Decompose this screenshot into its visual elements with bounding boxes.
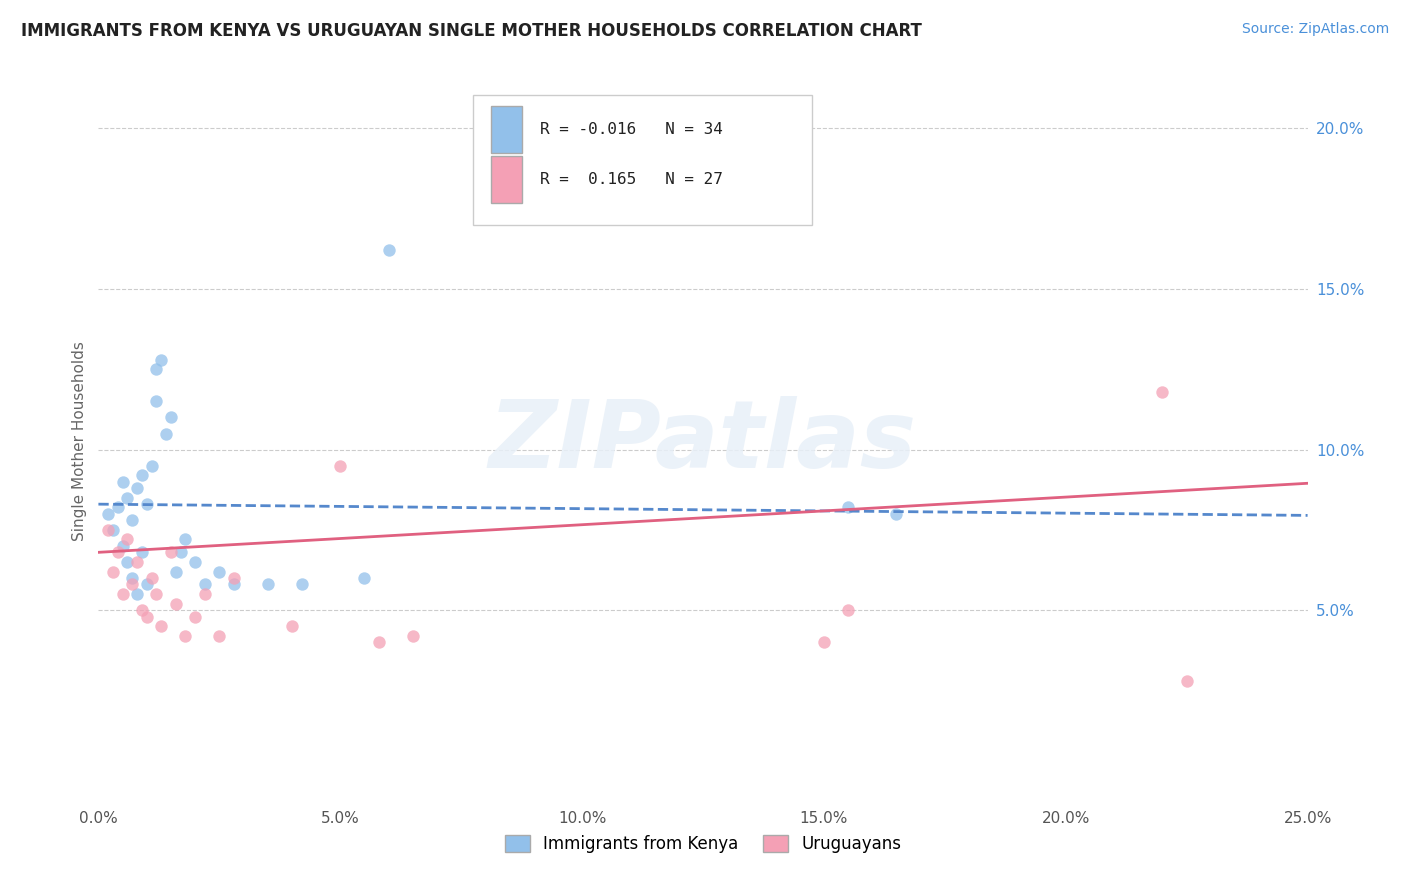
Point — [1175, 673, 1198, 688]
Point — [127, 481, 149, 495]
Y-axis label: Single Mother Households: Single Mother Households — [72, 342, 87, 541]
Text: Source: ZipAtlas.com: Source: ZipAtlas.com — [1241, 22, 1389, 37]
Point — [256, 577, 278, 591]
Point — [150, 619, 173, 633]
Point — [886, 507, 908, 521]
Point — [145, 587, 167, 601]
Point — [107, 545, 129, 559]
Point — [281, 619, 304, 633]
Point — [160, 410, 183, 425]
Point — [169, 545, 191, 559]
Point — [111, 539, 134, 553]
Point — [141, 458, 163, 473]
Point — [290, 577, 312, 591]
Point — [222, 571, 245, 585]
Point — [117, 491, 139, 505]
Point — [131, 545, 153, 559]
Point — [121, 513, 143, 527]
Point — [222, 577, 245, 591]
Point — [194, 587, 217, 601]
Point — [150, 352, 173, 367]
Bar — [492, 105, 522, 153]
Point — [121, 571, 143, 585]
Point — [127, 555, 149, 569]
Text: R =  0.165   N = 27: R = 0.165 N = 27 — [540, 172, 723, 187]
Point — [208, 565, 231, 579]
Point — [107, 500, 129, 515]
FancyBboxPatch shape — [474, 95, 811, 225]
Point — [155, 426, 177, 441]
Point — [127, 587, 149, 601]
Point — [135, 577, 157, 591]
Point — [165, 597, 187, 611]
Point — [165, 565, 187, 579]
Point — [329, 458, 352, 473]
Legend: Immigrants from Kenya, Uruguayans: Immigrants from Kenya, Uruguayans — [498, 828, 908, 860]
Point — [1152, 384, 1174, 399]
Point — [402, 629, 425, 643]
Point — [368, 635, 391, 649]
Point — [194, 577, 217, 591]
Point — [97, 507, 120, 521]
Point — [813, 635, 835, 649]
Point — [174, 533, 197, 547]
Bar — [492, 156, 522, 203]
Point — [141, 571, 163, 585]
Point — [353, 571, 375, 585]
Point — [117, 555, 139, 569]
Point — [160, 545, 183, 559]
Point — [837, 603, 859, 617]
Point — [174, 629, 197, 643]
Point — [111, 587, 134, 601]
Point — [184, 609, 207, 624]
Point — [121, 577, 143, 591]
Point — [101, 565, 124, 579]
Point — [117, 533, 139, 547]
Point — [101, 523, 124, 537]
Point — [135, 609, 157, 624]
Point — [131, 468, 153, 483]
Text: IMMIGRANTS FROM KENYA VS URUGUAYAN SINGLE MOTHER HOUSEHOLDS CORRELATION CHART: IMMIGRANTS FROM KENYA VS URUGUAYAN SINGL… — [21, 22, 922, 40]
Point — [135, 497, 157, 511]
Point — [208, 629, 231, 643]
Text: ZIPatlas: ZIPatlas — [489, 395, 917, 488]
Point — [145, 362, 167, 376]
Point — [145, 394, 167, 409]
Text: R = -0.016   N = 34: R = -0.016 N = 34 — [540, 121, 723, 136]
Point — [131, 603, 153, 617]
Point — [837, 500, 859, 515]
Point — [184, 555, 207, 569]
Point — [111, 475, 134, 489]
Point — [97, 523, 120, 537]
Point — [377, 244, 399, 258]
